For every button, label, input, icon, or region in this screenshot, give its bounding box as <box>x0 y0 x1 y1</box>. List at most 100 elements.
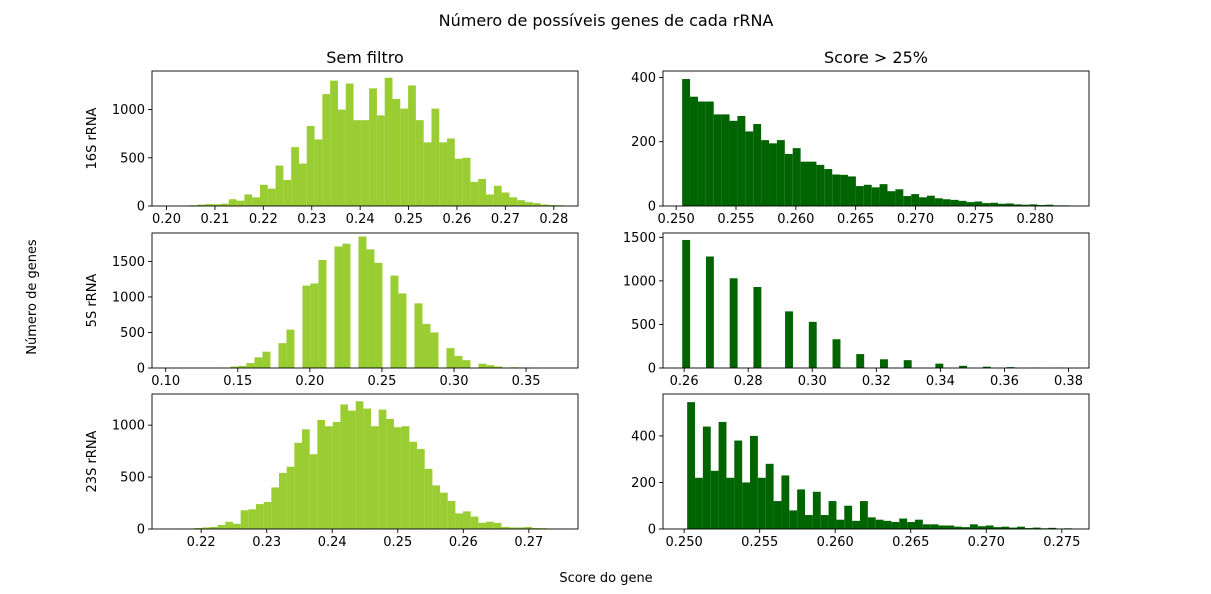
histogram-bar <box>781 475 790 529</box>
histogram-bar <box>540 204 549 206</box>
histogram-bar <box>1045 204 1054 206</box>
histogram-bar <box>879 184 888 206</box>
histogram-bar <box>800 161 809 206</box>
histogram-bar <box>959 365 968 368</box>
subplot-grid: 0.20 0.21 0.22 0.23 0.24 0.25 0.26 0.27 0.280500… <box>85 48 1090 550</box>
x-tick-label: 0.24 <box>318 535 347 550</box>
x-tick-label: 0.28 <box>734 374 763 389</box>
histogram-bar <box>954 526 963 529</box>
y-tick-label: 0 <box>137 362 145 377</box>
histogram-bar <box>509 197 518 206</box>
y-tick-label: 200 <box>631 135 656 150</box>
histogram-bar <box>816 164 825 206</box>
histogram-bar <box>729 120 738 206</box>
histogram-bar <box>982 366 991 368</box>
histogram-bar <box>808 161 817 206</box>
subplot-r2-c0: 0.22 0.23 0.24 0.25 0.26 0.27 0 500 1000 23S rRNA <box>85 393 579 550</box>
histogram-bar <box>386 418 395 529</box>
histogram-bar <box>205 204 214 206</box>
subplot-ylabel: 5S rRNA <box>85 274 100 328</box>
x-tick-label: 0.20 <box>152 212 181 227</box>
x-tick-label: 0.23 <box>297 212 326 227</box>
histogram-bar <box>990 202 999 206</box>
y-tick-label: 500 <box>120 326 145 341</box>
x-tick-label: 0.26 <box>449 535 478 550</box>
histogram-bar <box>431 108 440 206</box>
histogram-bar <box>294 442 303 529</box>
histogram-bar <box>486 194 494 206</box>
histogram-bar <box>286 329 295 368</box>
x-tick-label: 0.26 <box>443 212 472 227</box>
histogram-bar <box>236 200 245 206</box>
histogram-bar <box>210 526 218 529</box>
histogram-bar <box>516 527 525 529</box>
histogram-bar <box>856 354 865 368</box>
histogram-bar <box>246 363 255 368</box>
y-tick-label: 400 <box>631 429 656 444</box>
histogram-bar <box>1021 204 1030 206</box>
histogram-bar <box>262 351 271 368</box>
histogram-bar <box>260 184 268 206</box>
y-tick-label: 1500 <box>623 231 656 246</box>
histogram-bar <box>1001 526 1010 529</box>
histogram-bar <box>417 449 425 529</box>
x-tick-label: 0.255 <box>741 535 778 550</box>
histogram-bar <box>914 519 923 529</box>
histogram-bar <box>440 492 448 529</box>
histogram-bar <box>548 205 557 206</box>
histogram-bar <box>422 323 431 368</box>
histogram-bar <box>524 202 533 206</box>
histogram-bar <box>278 343 287 368</box>
histogram-bar <box>1017 526 1025 529</box>
x-tick-label: 0.23 <box>252 535 281 550</box>
histogram-bar <box>769 143 777 206</box>
histogram-bar <box>899 518 908 529</box>
histogram-bar <box>363 408 372 529</box>
histogram-bar <box>820 515 829 529</box>
histogram-bar <box>974 201 983 206</box>
histogram-bar <box>392 98 401 206</box>
histogram-bar <box>891 522 900 529</box>
histogram-bar <box>501 526 510 529</box>
histogram-bar <box>244 194 253 206</box>
x-tick-label: 0.22 <box>249 212 278 227</box>
histogram-bar <box>197 204 206 206</box>
histogram-bar <box>263 502 272 529</box>
figure-title: Número de possíveis genes de cada rRNA <box>439 11 774 30</box>
y-tick-label: 0 <box>137 200 145 215</box>
histogram-bar <box>390 275 399 368</box>
histogram-bar <box>345 83 354 206</box>
histogram-bar <box>950 199 959 206</box>
histogram-bar <box>256 504 264 529</box>
histogram-bar <box>855 186 864 206</box>
y-tick-label: 200 <box>631 476 656 491</box>
histogram-bar <box>454 158 463 206</box>
histogram-bar <box>532 527 540 529</box>
x-tick-label: 0.250 <box>658 212 695 227</box>
histogram-bar <box>221 203 229 206</box>
histogram-bar <box>369 88 377 206</box>
histogram-bar <box>919 197 927 206</box>
y-tick-label: 1000 <box>112 290 145 305</box>
x-tick-label: 0.32 <box>862 374 891 389</box>
histogram-bar <box>930 524 939 529</box>
histogram-bar <box>462 360 471 368</box>
x-tick-label: 0.25 <box>383 535 412 550</box>
histogram-bar <box>942 199 951 206</box>
histogram-bar <box>400 108 409 206</box>
histogram-bar <box>718 421 727 529</box>
subplot-r0-c0: 0.20 0.21 0.22 0.23 0.24 0.25 0.26 0.27 0.28 0 500… <box>85 48 580 227</box>
axes-frame <box>151 232 579 369</box>
histogram-bar <box>883 520 892 529</box>
histogram-bar <box>721 114 730 206</box>
x-tick-label: 0.21 <box>200 212 229 227</box>
histogram-bar <box>342 243 351 368</box>
histogram-bar <box>202 527 210 529</box>
histogram-bar <box>776 140 785 206</box>
x-tick-label: 0.10 <box>151 374 180 389</box>
histogram-bar <box>1032 527 1041 529</box>
histogram-bar <box>852 520 860 529</box>
x-tick-label: 0.28 <box>539 212 568 227</box>
histogram-bar <box>302 285 311 368</box>
histogram-bar <box>761 140 770 206</box>
